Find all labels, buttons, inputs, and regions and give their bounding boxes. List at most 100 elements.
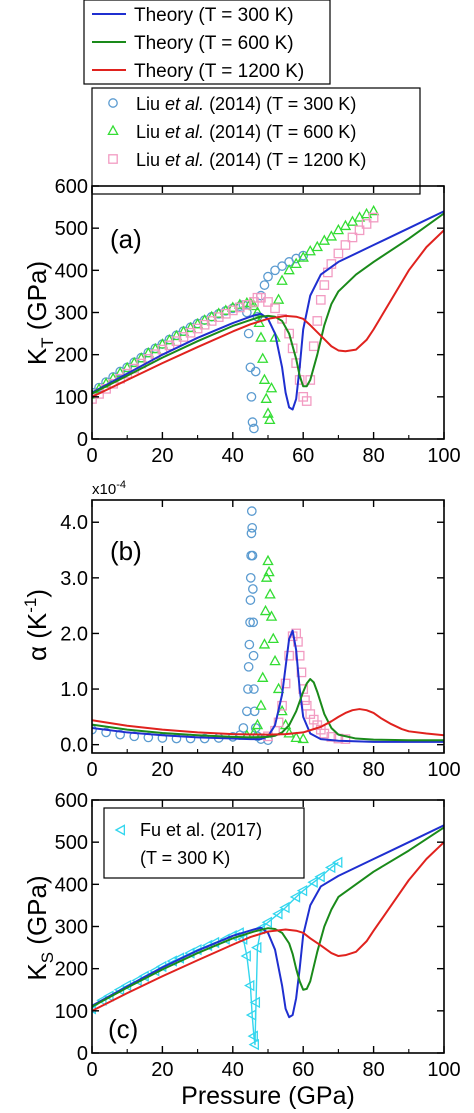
panel-b-ytick-label: 4.0	[60, 512, 88, 534]
legend-liu-300-pre: Liu	[136, 94, 165, 114]
panel-b-label: (b)	[110, 536, 142, 566]
panel-b-series-liu-et-al-2014-t-300-k-point	[243, 684, 253, 694]
panel-b-series-liu-et-al-2014-t-300-k-point	[248, 584, 258, 594]
panel-a-series-theory-t-1200-k	[92, 229, 444, 398]
panel-a-series-theory-t-300-k-line	[92, 210, 444, 411]
panel-b-series-liu-et-al-2014-t-1200-k-point	[277, 700, 287, 711]
panel-a-ytick-label: 300	[55, 303, 88, 325]
panel-a-series-liu-et-al-2014-t-1200-k-point	[234, 302, 245, 313]
panel-c-xtick-label: 0	[86, 1059, 97, 1081]
panel-b-series-liu-et-al-2014-t-600-k-point	[263, 565, 275, 577]
panel-a-ytick-label: 600	[55, 176, 88, 198]
panel-a-xtick-label: 80	[362, 445, 384, 467]
panel-a-series-theory-t-300-k	[92, 210, 444, 411]
panel-b-series-theory-t-300-k-line	[92, 629, 444, 743]
panel-a-series-liu-et-al-2014-t-1200-k-point	[312, 316, 323, 326]
panel-b-ylabel-main: α (K	[22, 612, 52, 661]
legend-liu-300-post: (2014) (T = 300 K)	[204, 94, 356, 114]
panel-a-label: (a)	[110, 224, 142, 254]
panel-a-ylabel: KT (GPa)	[22, 261, 57, 365]
panel-b-scale-note: x10-4	[92, 479, 126, 498]
panel-b-series-theory-t-600-k-line	[92, 678, 444, 742]
panel-b-series-liu-et-al-2014-t-300-k-point	[115, 729, 126, 740]
panel-c-series-fu-et-al-2017-t-300-k-point	[249, 996, 261, 1009]
panel-a-series-liu-et-al-2014-t-600-k-point	[311, 240, 323, 252]
panel-b-series-liu-et-al-2014-t-300-k-point	[243, 661, 254, 672]
liu-legend-markers	[107, 98, 119, 164]
panel-c-xticks: 0 20 40 60 80 100	[86, 800, 461, 1081]
panel-a-ylabel-rest: (GPa)	[22, 261, 52, 338]
panel-b-series-theory-t-600-k	[92, 678, 444, 742]
panel-a-ytick-label: 200	[55, 345, 88, 367]
panel-a-series-theory-t-600-k	[92, 212, 444, 395]
panel-a-series-liu-et-al-2014-t-600-k-point	[255, 331, 267, 342]
panel-b-xtick-label: 60	[292, 759, 314, 781]
panel-b-series-liu-et-al-2014-t-600-k-point	[259, 604, 272, 616]
legend-fu-marker	[114, 824, 126, 836]
panel-a-series-liu-et-al-2014-t-1200-k-point	[301, 396, 312, 406]
panel-a-ylabel-sub: T	[38, 337, 57, 347]
panel-a-series-liu-et-al-2014-t-600-k-point	[264, 413, 276, 425]
panel-b-series-liu-et-al-2014-t-300-k-point	[246, 506, 257, 516]
panel-a-series-theory-t-600-k-line	[92, 212, 444, 395]
panel-c-ytick-label: 600	[55, 790, 88, 812]
panel-b-series-liu-et-al-2014-t-600-k-point	[269, 654, 281, 666]
panel-c-ylabel-rest: (GPa)	[22, 875, 52, 952]
panel-c-series-fu-et-al-2017-t-300-k-point	[244, 979, 255, 992]
panel-a-series-liu-et-al-2014-t-600-k-point	[251, 306, 264, 317]
panel-c-series-fu-et-al-2017-t-300-k-point	[289, 891, 301, 903]
panel-a-series-liu-et-al-2014-t-1200-k-point	[308, 341, 319, 352]
panel-b-series-liu-et-al-2014-t-300-k-point	[244, 639, 255, 650]
liu-legend-frame	[91, 87, 421, 195]
panel-b-series-liu-et-al-2014-t-300-k-point	[245, 617, 255, 628]
panel-a-series-liu-et-al-2014-t-300-k-point	[247, 417, 258, 427]
panel-c-series-theory-t-600-k-line	[92, 826, 444, 1008]
panel-a-series-liu-et-al-2014-t-600-k-point	[257, 352, 269, 363]
legend-theory-1200-label: Theory (T = 1200 K)	[134, 61, 304, 82]
panel-b-series-liu-et-al-2014-t-300-k-point	[248, 617, 259, 628]
panel-c-ylabel-main: K	[22, 963, 52, 981]
panel-b-series-liu-et-al-2014-t-300-k-point	[246, 528, 257, 539]
panel-a-frame	[91, 185, 445, 440]
panel-a-series-liu-et-al-2014-t-300-k-point	[250, 366, 261, 377]
legend-liu-600-pre: Liu	[136, 122, 165, 142]
panel-c-ytick-label: 400	[55, 874, 88, 896]
panel-b-frame	[91, 499, 445, 754]
fu-legend-frame	[103, 807, 305, 879]
panel-b-series-liu-et-al-2014-t-300-k-point	[248, 650, 259, 661]
panel-a-series-liu-et-al-2014-t-600-k-point	[272, 293, 285, 304]
panel-a-series-liu-et-al-2014-t-1200-k-point	[220, 308, 231, 319]
panel-a-xtick-label: 0	[86, 445, 97, 467]
panel-a-series-liu-et-al-2014-t-1200-k-point	[319, 280, 330, 290]
legend-liu-600-post: (2014) (T = 600 K)	[204, 122, 356, 142]
panel-a-series-liu-et-al-2014-t-300-k-point	[270, 265, 280, 276]
panel-c-series-theory-t-300-k-line	[92, 824, 444, 1019]
panel-b-series-liu-et-al-2014-t-300-k-point	[242, 706, 252, 717]
panel-a-series-liu-et-al-2014-t-600-k-point	[367, 204, 380, 216]
panel-b-series-liu-et-al-2014-t-1200-k-point	[319, 728, 330, 739]
panel-b-series-liu-et-al-2014-t-300-k-point	[245, 572, 256, 583]
panel-c-xtick-label: 40	[222, 1059, 244, 1081]
panel-a-xtick-label: 20	[151, 445, 173, 467]
panel-c-label: (c)	[108, 1014, 138, 1044]
panel-b-ytick-label: 3.0	[60, 568, 88, 590]
legend-liu-600-marker	[107, 124, 119, 136]
panel-a-xtick-label: 40	[222, 445, 244, 467]
panel-a-series-liu-et-al-2014-t-600-k-point	[283, 263, 295, 275]
panel-b-ytick-label: 2.0	[60, 623, 88, 645]
panel-a-series-liu-et-al-2014-t-600-k-point	[258, 373, 271, 384]
panel-c-series-fu-et-al-2017-t-300-k-point	[245, 1009, 257, 1021]
panel-b-series-liu-et-al-2014-t-1200-k-point	[305, 709, 316, 719]
panel-b-series-theory-t-1200-k	[92, 708, 444, 737]
panel-b-xticks: 0 20 40 60 80 100	[86, 500, 461, 781]
legend-fu-line1: Fu et al. (2017)	[140, 820, 262, 840]
panel-b-series-liu-et-al-2014-t-600-k-point	[267, 632, 279, 644]
panel-a-series-liu-et-al-2014-t-600-k-point	[297, 251, 309, 262]
panel-c-series-fu-et-al-2017-t-300-k-point	[251, 941, 262, 954]
panel-c: 0 20 40 60 80 100 0 100 200 300 400 500 600 (c) KS …	[22, 790, 461, 1110]
panel-b-ytick-label: 1.0	[60, 679, 88, 701]
panel-a-series-liu-et-al-2014-t-1200-k-point	[263, 297, 273, 307]
panel-c-series-fu-et-al-2017-t-300-k-point	[314, 871, 325, 883]
panel-b-series-liu-et-al-2014-t-300-k-point	[249, 706, 260, 717]
panel-c-ylabel: KS (GPa)	[22, 875, 57, 980]
